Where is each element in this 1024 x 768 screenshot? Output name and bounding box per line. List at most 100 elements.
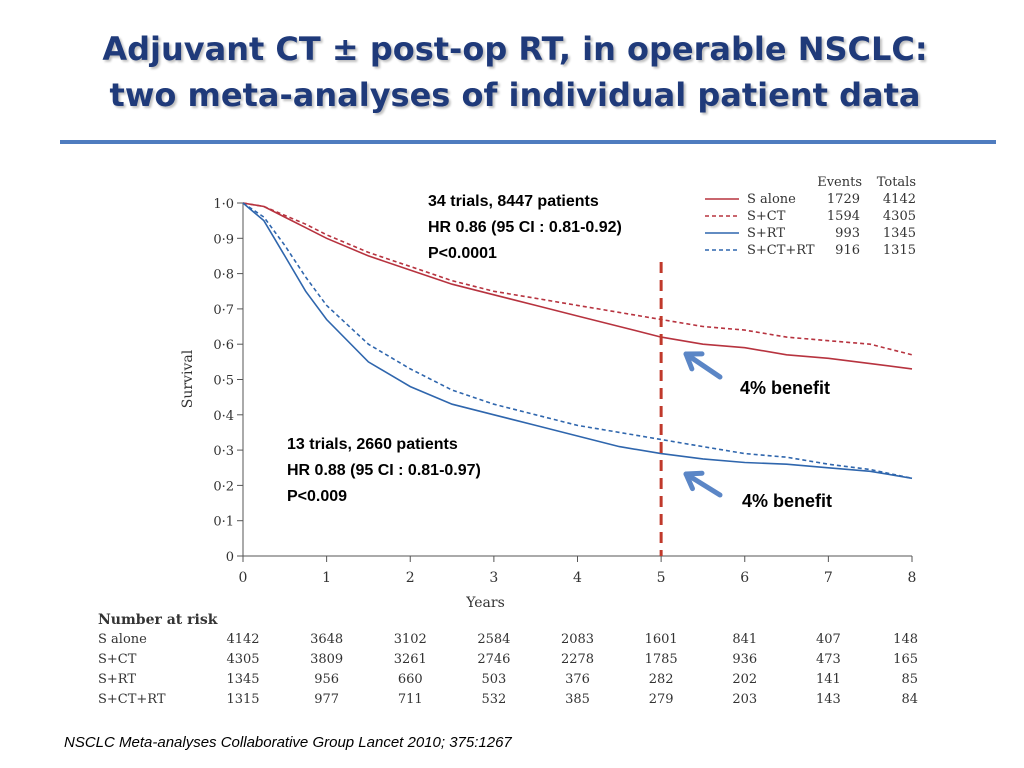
risk-value: 141 <box>816 672 841 687</box>
legend-label: S+CT <box>747 209 786 224</box>
y-tick-label: 0·9 <box>213 232 234 247</box>
x-tick-label: 6 <box>740 570 749 586</box>
citation: NSCLC Meta-analyses Collaborative Group … <box>64 734 512 751</box>
risk-value: 385 <box>565 692 590 707</box>
risk-value: 279 <box>649 692 674 707</box>
risk-value: 2746 <box>477 652 510 667</box>
axes-group: 0 0·1 0·2 0·3 0·4 0·5 0·6 0·7 0·8 0·9 1·0 0 1 2 3 4 5 6 7 8… <box>180 197 916 611</box>
risk-value: 3648 <box>310 632 343 647</box>
risk-value: 2083 <box>561 632 594 647</box>
legend-events: 1594 <box>827 209 860 224</box>
risk-value: 956 <box>314 672 339 687</box>
legend-events: 1729 <box>827 192 860 207</box>
y-tick-label: 0·7 <box>213 303 234 318</box>
risk-value: 1345 <box>226 672 259 687</box>
arrow-shaft <box>683 471 723 498</box>
legend-totals: 1345 <box>883 226 916 241</box>
risk-value: 1601 <box>645 632 678 647</box>
x-tick-label: 1 <box>322 570 331 586</box>
series-line-s-rt <box>242 202 913 480</box>
risk-table-header: Number at risk <box>98 612 218 628</box>
x-tick-label: 5 <box>657 570 666 586</box>
legend-totals: 1315 <box>883 243 916 258</box>
arrow-top <box>683 351 723 380</box>
risk-value: 711 <box>398 692 423 707</box>
risk-value: 977 <box>314 692 339 707</box>
series-line-s-ct <box>242 202 913 356</box>
x-tick-label: 7 <box>824 570 833 586</box>
y-tick-label: 0·2 <box>213 479 234 494</box>
risk-value: 2278 <box>561 652 594 667</box>
arrow-head <box>683 351 705 372</box>
y-tick-label: 0·4 <box>213 409 234 424</box>
risk-value: 143 <box>816 692 841 707</box>
y-tick-label: 0·8 <box>213 268 234 283</box>
legend-events: 993 <box>835 226 860 241</box>
risk-row-label: S+RT <box>98 672 136 687</box>
series-group <box>242 202 913 556</box>
risk-value: 376 <box>565 672 590 687</box>
risk-value: 165 <box>893 652 918 667</box>
legend: Events Totals S alone 1729 4142 S+CT 1594 4305 S… <box>705 175 916 258</box>
legend-label: S+RT <box>747 226 785 241</box>
x-tick-label: 8 <box>908 570 917 586</box>
y-axis-label: Survival <box>180 349 196 408</box>
arrows-group <box>683 351 723 498</box>
risk-value: 660 <box>398 672 423 687</box>
annotation-top-line2: HR 0.86 (95 CI : 0.81-0.92) <box>428 219 622 236</box>
risk-value: 1785 <box>645 652 678 667</box>
x-tick-label: 3 <box>489 570 498 586</box>
risk-row-label: S+CT <box>98 652 137 667</box>
arrow-head <box>683 470 705 492</box>
y-tick-label: 1·0 <box>213 197 234 212</box>
y-tick-label: 0·3 <box>213 444 234 459</box>
risk-value: 407 <box>816 632 841 647</box>
risk-value: 936 <box>732 652 757 667</box>
risk-value: 1315 <box>226 692 259 707</box>
annotation-bottom-line1: 13 trials, 2660 patients <box>287 436 458 453</box>
risk-value: 473 <box>816 652 841 667</box>
series-line-s-alone <box>242 202 913 370</box>
risk-value: 148 <box>893 632 918 647</box>
legend-header-totals: Totals <box>877 175 916 190</box>
x-axis-label: Years <box>465 595 505 611</box>
x-tick-label: 2 <box>406 570 415 586</box>
risk-value: 282 <box>649 672 674 687</box>
title-line-2: two meta-analyses of individual patient … <box>109 76 921 114</box>
risk-row-label: S alone <box>98 632 147 647</box>
annotation-top-line3: P<0.0001 <box>428 245 497 262</box>
annotation-top-line1: 34 trials, 8447 patients <box>428 193 599 210</box>
risk-value: 84 <box>901 692 918 707</box>
x-tick-label: 0 <box>239 570 248 586</box>
risk-value: 4142 <box>226 632 259 647</box>
annotation-bottom-line3: P<0.009 <box>287 488 348 505</box>
legend-label: S alone <box>747 192 796 207</box>
risk-value: 503 <box>481 672 506 687</box>
legend-label: S+CT+RT <box>747 243 815 258</box>
legend-totals: 4305 <box>883 209 916 224</box>
risk-value: 3102 <box>394 632 427 647</box>
legend-events: 916 <box>835 243 860 258</box>
risk-value: 85 <box>901 672 918 687</box>
y-tick-label: 0 <box>226 550 234 565</box>
annotation-bottom-line2: HR 0.88 (95 CI : 0.81-0.97) <box>287 462 481 479</box>
legend-header-events: Events <box>817 175 862 190</box>
annotation-bottom: 13 trials, 2660 patients HR 0.88 (95 CI … <box>287 432 481 510</box>
risk-value: 841 <box>732 632 757 647</box>
annotation-top: 34 trials, 8447 patients HR 0.86 (95 CI … <box>428 189 622 267</box>
risk-value: 4305 <box>226 652 259 667</box>
benefit-label-top: 4% benefit <box>740 378 831 398</box>
risk-table: Number at risk S alone 4142 3648 3102 2584 208… <box>98 612 918 707</box>
y-tick-label: 0·6 <box>213 338 234 353</box>
arrow-bottom <box>683 470 723 498</box>
arrow-shaft <box>683 351 723 380</box>
title-line-1: Adjuvant CT ± post-op RT, in operable NS… <box>102 30 928 68</box>
benefit-label-bottom: 4% benefit <box>742 491 833 511</box>
risk-value: 532 <box>481 692 506 707</box>
x-tick-label: 4 <box>573 570 582 586</box>
title-underline <box>60 140 996 144</box>
legend-totals: 4142 <box>883 192 916 207</box>
risk-value: 202 <box>732 672 757 687</box>
y-tick-label: 0·1 <box>213 515 234 530</box>
